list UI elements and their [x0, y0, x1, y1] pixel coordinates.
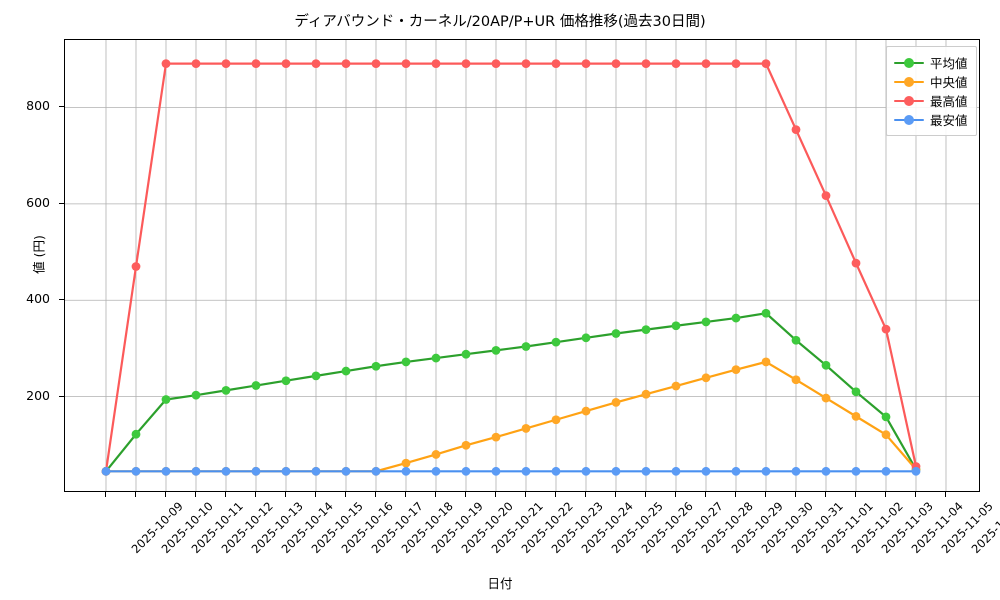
- x-tick-mark: [495, 492, 496, 497]
- y-tick-mark: [59, 202, 64, 204]
- x-tick-mark: [135, 492, 136, 497]
- x-tick-mark: [735, 492, 736, 497]
- x-tick-mark: [465, 492, 466, 497]
- y-tick-label: 200: [26, 387, 50, 403]
- legend-item-3[interactable]: 最安値: [894, 110, 968, 129]
- x-tick-mark: [405, 492, 406, 497]
- series-1: [101, 357, 921, 476]
- x-tick-mark: [435, 492, 436, 497]
- x-tick-mark: [825, 492, 826, 497]
- x-tick-mark: [105, 492, 106, 497]
- plot-area: [64, 39, 980, 492]
- legend-marker-icon: [894, 94, 924, 108]
- x-tick-mark: [345, 492, 346, 497]
- x-tick-mark: [675, 492, 676, 497]
- legend-item-1[interactable]: 中央値: [894, 72, 968, 91]
- x-tick-mark: [585, 492, 586, 497]
- y-tick-label: 600: [26, 194, 50, 210]
- x-tick-mark: [915, 492, 916, 497]
- y-tick-mark: [59, 106, 64, 108]
- x-tick-mark: [165, 492, 166, 497]
- series-3: [101, 466, 921, 476]
- gridlines: [65, 40, 979, 491]
- chart-legend: 平均値中央値最高値最安値: [886, 46, 977, 136]
- legend-marker-icon: [894, 56, 924, 70]
- x-tick-mark: [195, 492, 196, 497]
- x-tick-mark: [615, 492, 616, 497]
- y-tick-mark: [59, 299, 64, 301]
- legend-marker-icon: [894, 75, 924, 89]
- x-tick-mark: [255, 492, 256, 497]
- legend-label: 最安値: [930, 113, 968, 128]
- legend-label: 中央値: [930, 75, 968, 90]
- x-tick-mark: [945, 492, 946, 497]
- legend-item-2[interactable]: 最高値: [894, 91, 968, 110]
- x-tick-mark: [765, 492, 766, 497]
- x-axis-title: 日付: [487, 576, 513, 591]
- y-tick-label: 400: [26, 291, 50, 307]
- x-tick-mark: [645, 492, 646, 497]
- series-0: [101, 308, 921, 476]
- legend-label: 平均値: [930, 56, 968, 71]
- legend-label: 最高値: [930, 94, 968, 109]
- chart-canvas: [65, 40, 979, 491]
- series-2: [101, 59, 921, 476]
- y-axis-title: 値 (円): [31, 235, 47, 274]
- x-tick-mark: [555, 492, 556, 497]
- x-tick-mark: [855, 492, 856, 497]
- y-tick-mark: [59, 395, 64, 397]
- x-tick-mark: [795, 492, 796, 497]
- legend-marker-icon: [894, 113, 924, 127]
- x-tick-mark: [315, 492, 316, 497]
- x-tick-mark: [285, 492, 286, 497]
- x-tick-mark: [375, 492, 376, 497]
- legend-item-0[interactable]: 平均値: [894, 53, 968, 72]
- x-tick-mark: [885, 492, 886, 497]
- x-tick-mark: [225, 492, 226, 497]
- x-tick-mark: [705, 492, 706, 497]
- chart-title: ディアバウンド・カーネル/20AP/P+UR 価格推移(過去30日間): [294, 14, 706, 30]
- x-tick-mark: [525, 492, 526, 497]
- y-tick-label: 800: [26, 98, 50, 114]
